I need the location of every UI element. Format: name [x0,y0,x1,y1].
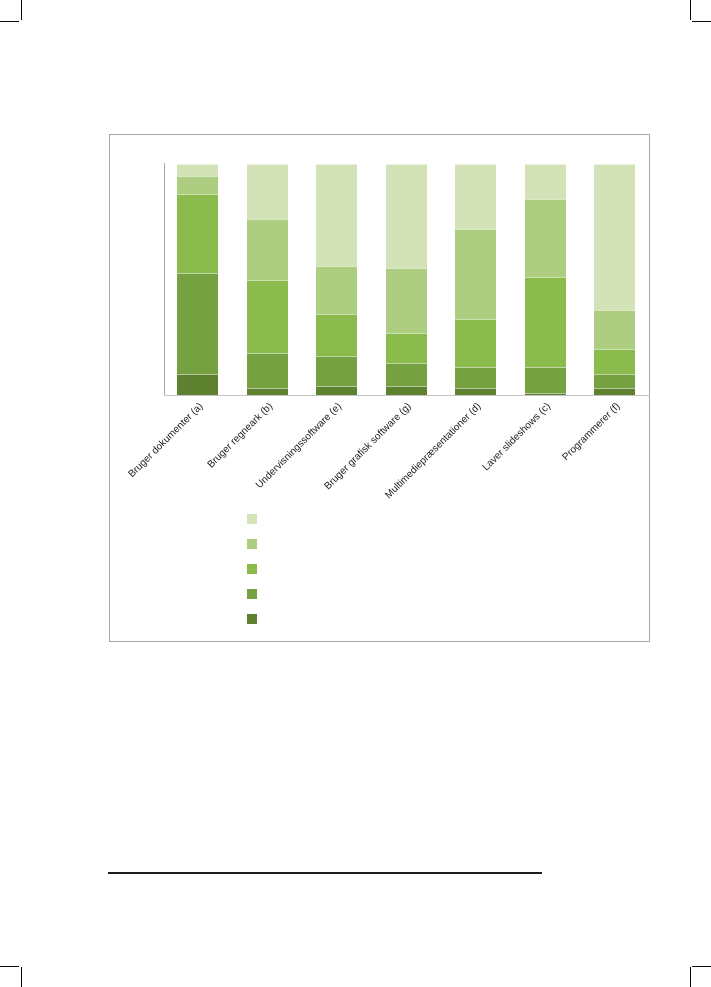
bar-segment [385,362,427,386]
bar-segment [455,367,496,389]
stacked-bar [177,164,218,395]
bar-segment [385,164,427,268]
bars-container [177,164,635,395]
stacked-bar [246,164,288,395]
x-axis-label: Programmerer (f) [560,401,623,464]
bar-segment [594,348,635,375]
legend-swatch [247,589,257,599]
crop-mark-bottom-left-vertical [20,967,22,987]
chart-legend [247,514,259,639]
footnote-rule [108,872,542,874]
bar-segment [246,353,288,389]
bar-segment [316,385,357,395]
stacked-bar [316,164,357,395]
x-axis-label: Laver slideshows (c) [480,401,553,474]
x-axis-labels: Bruger dokumenter (a) Bruger regneark (b)… [110,401,649,521]
bar-segment [316,265,357,315]
bar-segment [177,164,218,176]
bar-segment [385,385,427,395]
bar-segment [524,367,566,393]
bar-segment [246,279,288,354]
bar-segment [455,228,496,319]
bar-segment [177,374,218,395]
crop-mark-bottom-right-vertical [689,967,691,987]
legend-swatch [247,539,257,549]
bar-segment [177,175,218,195]
bar-segment [524,277,566,368]
bar-segment [385,267,427,333]
crop-mark-top-right-vertical [689,0,691,20]
bar-segment [594,374,635,389]
bar-segment [455,164,496,229]
stacked-bar [385,164,427,395]
crop-mark-top-right-horizontal [692,20,711,22]
bar-segment [385,332,427,363]
chart-frame: Bruger dokumenter (a) Bruger regneark (b)… [109,134,650,642]
x-axis-label: Bruger dokumenter (a) [126,401,206,480]
bar-segment [316,164,357,266]
x-axis-label: Bruger regneark (b) [205,401,275,471]
bar-segment [594,309,635,349]
bar-segment [246,388,288,395]
bar-segment [177,272,218,375]
legend-swatch [247,514,257,524]
bar-segment [594,388,635,395]
bar-segment [246,164,288,220]
bar-segment [316,355,357,386]
crop-mark-bottom-right-horizontal [692,965,711,967]
legend-swatch [247,564,257,574]
stacked-bar [524,164,566,395]
crop-mark-top-left-vertical [20,0,22,20]
y-axis-line [164,163,165,396]
crop-mark-top-left-horizontal [0,20,19,22]
stacked-bar [594,164,635,395]
crop-mark-bottom-left-horizontal [0,965,19,967]
bar-segment [524,164,566,199]
bar-segment [316,314,357,356]
bar-segment [524,392,566,395]
bar-segment [524,198,566,278]
x-axis-line [164,395,650,396]
bar-segment [455,388,496,395]
bar-segment [177,194,218,273]
bar-segment [246,219,288,280]
bar-segment [455,318,496,368]
stacked-bar [455,164,496,395]
legend-swatch [247,614,257,624]
bar-segment [594,164,635,310]
